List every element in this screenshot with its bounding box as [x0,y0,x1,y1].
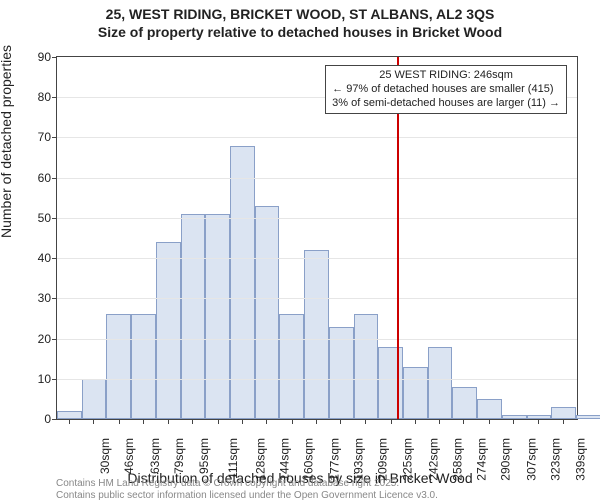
bar [477,399,502,419]
x-tick [266,419,267,424]
y-tick [52,178,57,179]
gridline [57,379,577,380]
y-tick [52,218,57,219]
gridline [57,137,577,138]
x-tick [119,419,120,424]
callout-line-3: 3% of semi-detached houses are larger (1… [332,97,560,111]
x-tick-label: 79sqm [172,438,186,474]
y-tick-label: 90 [25,50,51,64]
histogram-chart: 0102030405060708090 30sqm46sqm63sqm79sqm… [56,56,578,420]
x-tick [292,419,293,424]
x-tick [218,419,219,424]
bar [403,367,428,419]
x-tick [316,419,317,424]
y-tick [52,419,57,420]
x-tick [143,419,144,424]
y-tick [52,258,57,259]
bar [82,379,107,419]
bar [304,250,329,419]
y-tick-label: 60 [25,171,51,185]
bar [576,415,600,419]
y-tick-label: 70 [25,130,51,144]
bar [329,327,354,420]
callout-line-2: ← 97% of detached houses are smaller (41… [332,83,560,97]
x-tick [463,419,464,424]
bar [57,411,82,419]
y-tick-label: 40 [25,251,51,265]
bar [428,347,453,419]
bar [378,347,403,419]
page-subtitle: Size of property relative to detached ho… [0,24,600,40]
x-tick [242,419,243,424]
y-tick [52,97,57,98]
bar [205,214,230,419]
y-tick-label: 50 [25,211,51,225]
bar [181,214,206,419]
y-tick [52,137,57,138]
gridline [57,298,577,299]
x-tick [192,419,193,424]
x-tick-label: 95sqm [197,438,211,474]
bar [527,415,552,419]
x-tick [391,419,392,424]
y-tick [52,379,57,380]
y-tick [52,298,57,299]
bar [452,387,477,419]
x-tick [415,419,416,424]
x-tick [489,419,490,424]
bar [156,242,181,419]
x-tick-label: 46sqm [122,438,136,474]
y-tick-label: 30 [25,291,51,305]
x-tick [168,419,169,424]
bar [106,314,131,419]
gridline [57,218,577,219]
y-tick-label: 10 [25,372,51,386]
bar [551,407,576,419]
gridline [57,178,577,179]
gridline [57,258,577,259]
callout-box: 25 WEST RIDING: 246sqm ← 97% of detached… [325,65,567,114]
bar [255,206,280,419]
bar [279,314,304,419]
x-tick [69,419,70,424]
x-tick [513,419,514,424]
x-tick [439,419,440,424]
page-title: 25, WEST RIDING, BRICKET WOOD, ST ALBANS… [0,6,600,22]
bar [131,314,156,419]
y-tick [52,339,57,340]
footer-line-1: Contains HM Land Registry data © Crown c… [56,478,438,490]
x-tick [365,419,366,424]
x-tick [563,419,564,424]
x-tick [340,419,341,424]
callout-line-1: 25 WEST RIDING: 246sqm [332,69,560,83]
y-tick-label: 80 [25,90,51,104]
y-axis-label: Number of detached properties [0,45,14,238]
bar [354,314,379,419]
x-tick [93,419,94,424]
gridline [57,339,577,340]
x-tick-label: 30sqm [98,438,112,474]
x-tick [538,419,539,424]
x-tick-label: 63sqm [148,438,162,474]
footer-line-2: Contains public sector information licen… [56,490,438,500]
y-tick-label: 0 [25,412,51,426]
y-tick [52,57,57,58]
attribution: Contains HM Land Registry data © Crown c… [56,478,438,500]
y-tick-label: 20 [25,332,51,346]
